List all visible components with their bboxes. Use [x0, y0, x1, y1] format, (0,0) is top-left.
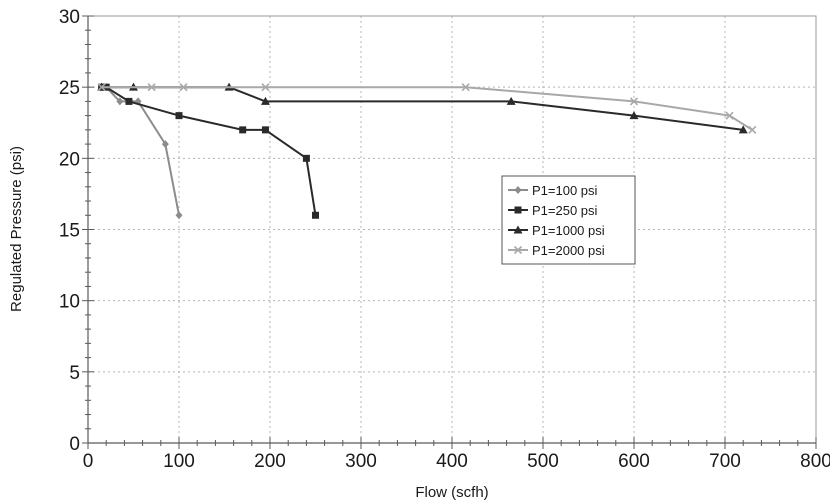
data-point — [261, 126, 269, 134]
series-line — [101, 86, 753, 131]
x-tick-label: 0 — [83, 451, 94, 472]
y-tick-label: 20 — [59, 149, 80, 170]
series-line — [101, 86, 317, 216]
data-point — [738, 125, 748, 134]
data-point — [312, 211, 319, 219]
series-4 — [97, 83, 757, 134]
data-point — [629, 97, 639, 106]
legend-marker — [513, 225, 523, 234]
data-point — [116, 97, 124, 106]
y-tick-label: 10 — [59, 292, 80, 313]
legend-marker — [514, 206, 522, 214]
data-point — [125, 97, 133, 105]
legend: P1=100 psi P1=250 psi P1=1000 psi P1=2000 p… — [501, 175, 636, 265]
data-point — [629, 111, 639, 120]
legend-marker — [513, 245, 523, 255]
y-tick-label: 25 — [59, 78, 80, 99]
x-tick-label: 400 — [436, 451, 468, 472]
data-point — [461, 83, 470, 92]
x-tick-label: 100 — [163, 451, 195, 472]
legend-label: P1=250 psi — [532, 203, 598, 218]
data-point — [175, 112, 183, 120]
data-point — [261, 83, 270, 92]
data-point — [175, 211, 183, 220]
data-point — [302, 154, 310, 162]
x-tick-label: 300 — [345, 451, 377, 472]
data-point — [161, 140, 169, 149]
data-point — [179, 83, 188, 92]
data-point — [506, 96, 516, 105]
legend-marker — [514, 186, 522, 194]
legend-label: P1=2000 psi — [532, 243, 605, 258]
data-point — [725, 111, 734, 120]
y-tick-label: 0 — [69, 434, 80, 455]
y-axis-title: Regulated Pressure (psi) — [8, 146, 25, 312]
x-tick-label: 800 — [800, 451, 830, 472]
legend-item: P1=2000 psi — [508, 243, 605, 258]
legend-item: P1=250 psi — [508, 203, 598, 218]
legend-label: P1=1000 psi — [532, 223, 605, 238]
x-tick-label: 200 — [254, 451, 286, 472]
y-tick-label: 30 — [59, 7, 80, 28]
data-point — [147, 83, 156, 92]
x-tick-label: 600 — [618, 451, 650, 472]
data-point — [97, 83, 106, 92]
data-point — [260, 96, 270, 105]
legend-label: P1=100 psi — [532, 183, 598, 198]
y-tick-label: 15 — [59, 221, 80, 242]
x-axis-title: Flow (scfh) — [415, 484, 488, 501]
data-series — [97, 82, 757, 220]
legend-item: P1=100 psi — [508, 183, 598, 198]
x-tick-label: 500 — [527, 451, 559, 472]
x-tick-label: 700 — [709, 451, 741, 472]
data-point — [748, 125, 757, 134]
data-point — [239, 126, 247, 134]
y-tick-label: 5 — [69, 363, 80, 384]
legend-item: P1=1000 psi — [508, 223, 605, 238]
